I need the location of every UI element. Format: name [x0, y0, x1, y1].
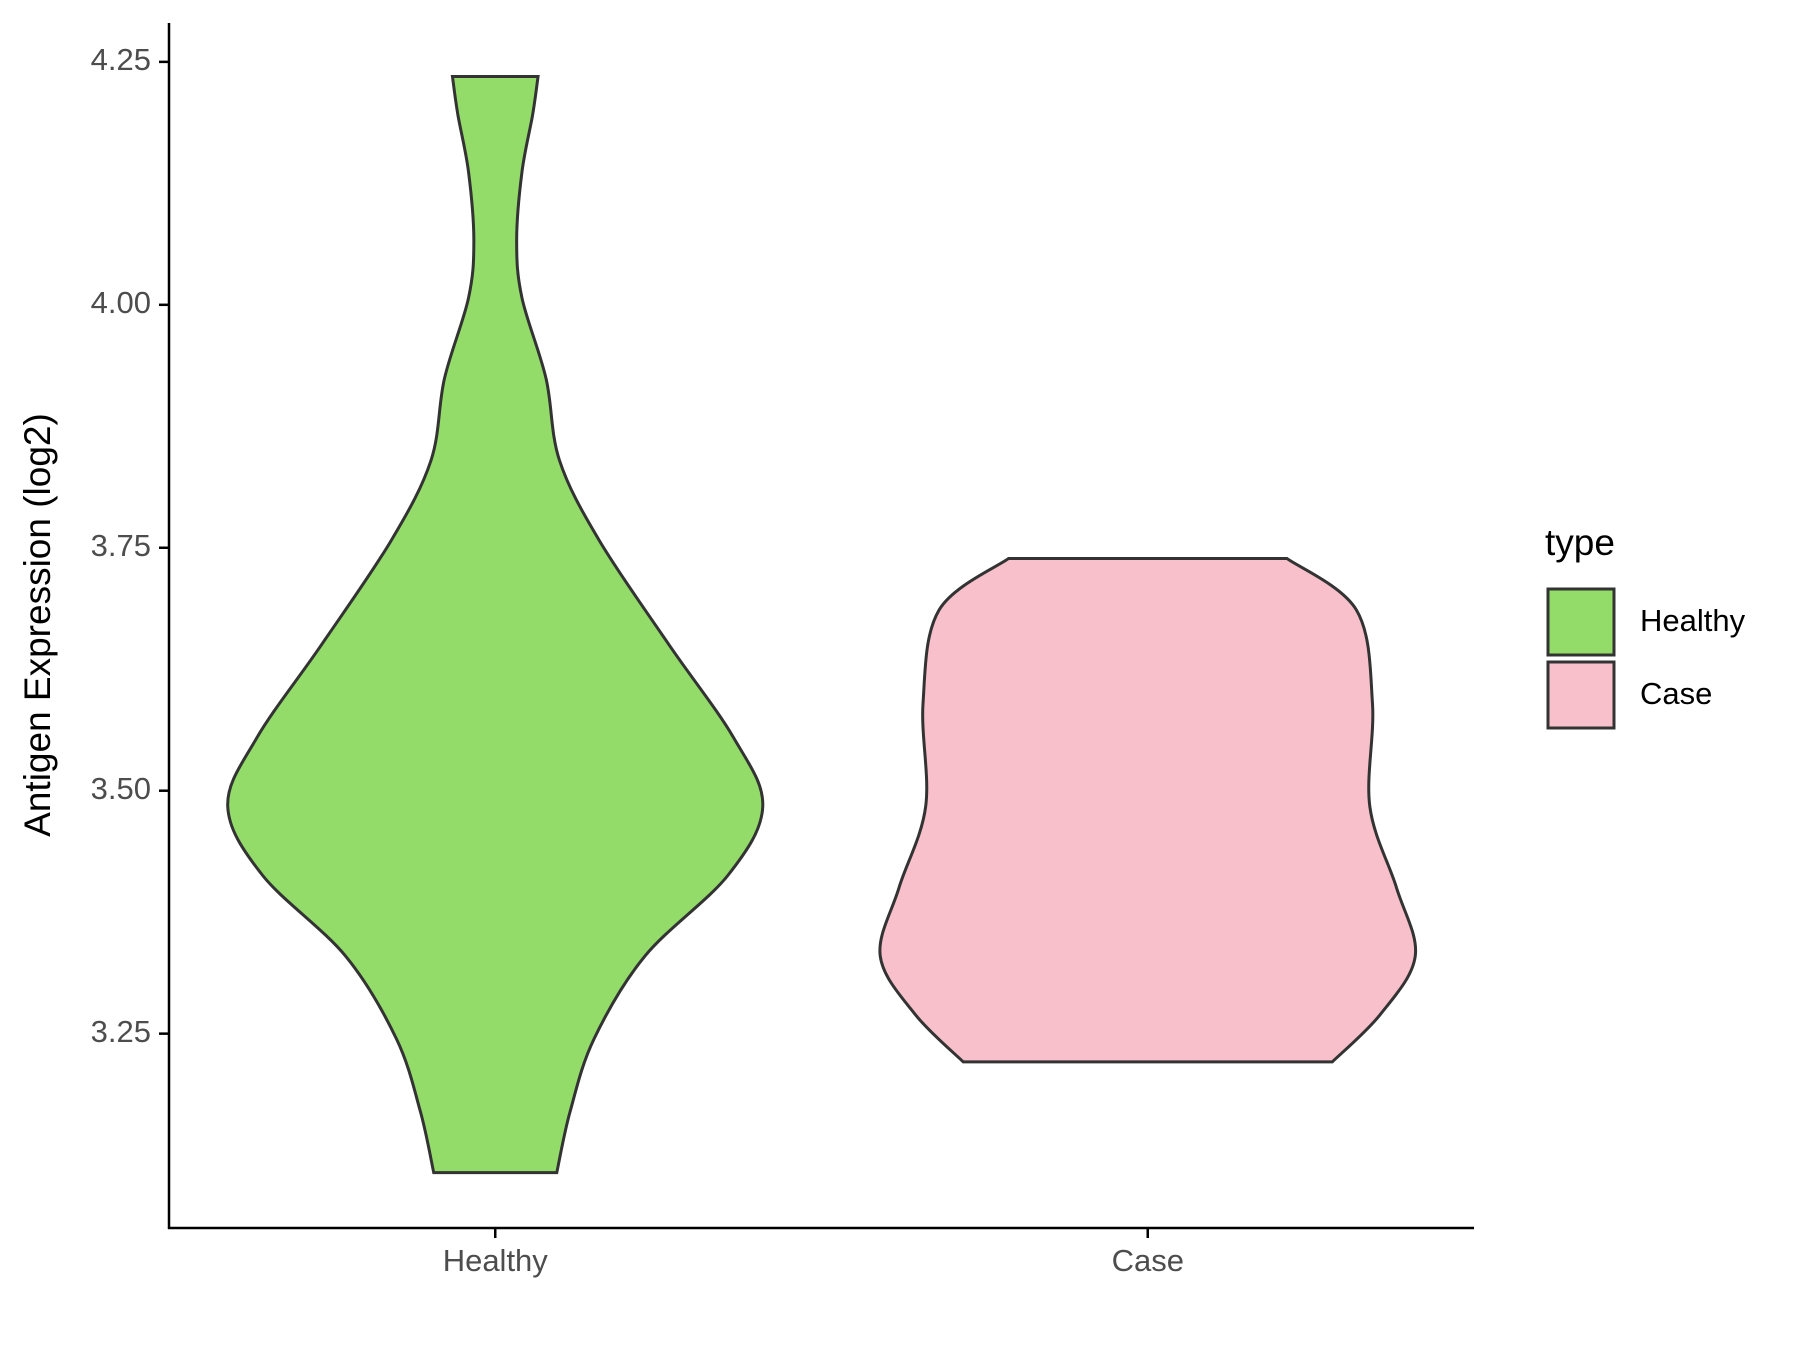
y-tick-label: 4.00 — [91, 285, 151, 320]
legend-key — [1546, 587, 1616, 657]
y-axis-label: Antigen Expression (log2) — [17, 413, 58, 837]
violin — [226, 74, 765, 1175]
y-tick-label: 3.75 — [91, 528, 151, 563]
x-tick-label: Healthy — [443, 1243, 549, 1278]
y-tick-label: 3.25 — [91, 1014, 151, 1049]
y-tick-label: 3.50 — [91, 771, 151, 806]
legend-key — [1546, 660, 1616, 730]
x-tick-label: Case — [1112, 1243, 1184, 1278]
violin — [878, 556, 1418, 1064]
legend-label: Healthy — [1640, 603, 1746, 638]
legend-label: Case — [1640, 676, 1712, 711]
legend-title: type — [1545, 522, 1615, 563]
y-tick-label: 4.25 — [91, 42, 151, 77]
